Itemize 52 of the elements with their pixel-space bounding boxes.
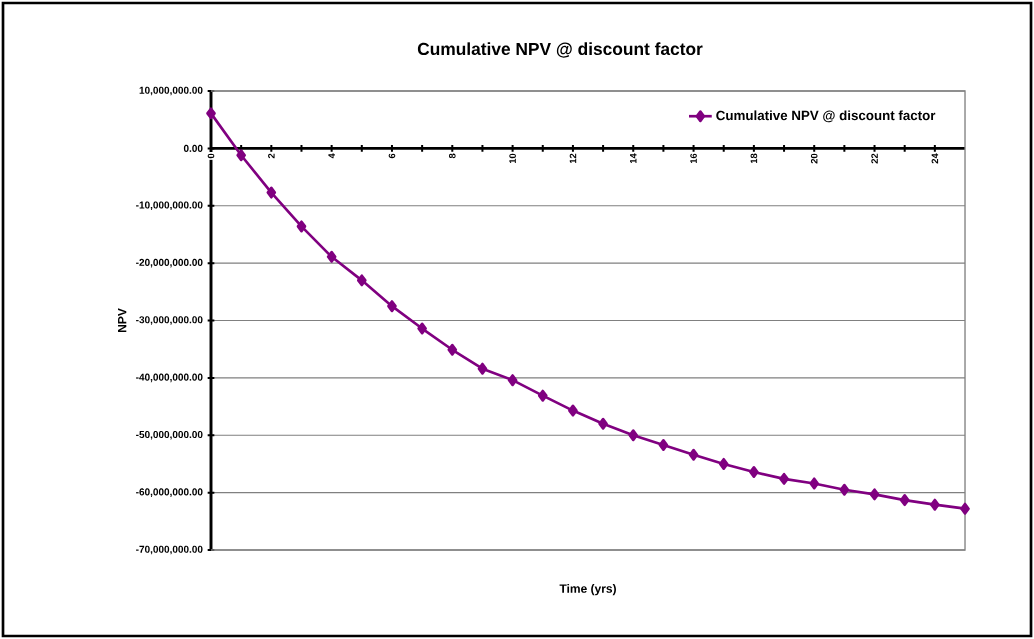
x-tick-label: 4: [328, 153, 335, 159]
y-tick-label: -30,000,000.00: [136, 316, 203, 325]
y-tick-label: -20,000,000.00: [136, 258, 203, 268]
point: [598, 417, 608, 430]
x-tick-label: 10: [509, 153, 516, 164]
point: [899, 494, 910, 507]
point: [356, 274, 367, 287]
x-tick-label: 22: [871, 153, 878, 164]
point: [839, 483, 850, 496]
y-tick-label: -60,000,000.00: [136, 488, 203, 497]
y-tick-label: 0.00: [183, 144, 203, 152]
x-tick-label: 12: [569, 153, 577, 164]
x-axis-title: Time (yrs): [559, 584, 616, 596]
point: [447, 343, 458, 356]
y-tick-label: -40,000,000.00: [136, 373, 203, 383]
point: [206, 107, 216, 120]
x-tick-label: 8: [449, 153, 456, 159]
x-tick-label: 24: [931, 153, 939, 164]
point: [749, 465, 759, 478]
point: [779, 472, 789, 485]
point: [296, 220, 307, 233]
point: [688, 448, 699, 461]
point: [809, 477, 820, 490]
x-tick-label: 6: [388, 153, 396, 159]
y-tick-label: -70,000,000.00: [136, 545, 203, 555]
y-tick-label: 10,000,000.00: [139, 86, 203, 96]
y-tick-label: -10,000,000.00: [136, 201, 203, 211]
point: [507, 374, 518, 387]
point: [628, 429, 639, 442]
legend-label: Cumulative NPV @ discount factor: [716, 110, 936, 123]
point: [658, 439, 669, 452]
x-tick-label: 16: [690, 153, 697, 164]
x-tick-label: 18: [750, 153, 758, 164]
x-tick-label: 20: [810, 153, 818, 164]
x-tick-label: 2: [268, 153, 275, 159]
point: [477, 362, 488, 375]
point: [387, 300, 397, 313]
y-axis-title: NPV: [118, 308, 127, 333]
point: [537, 389, 548, 402]
point: [869, 488, 880, 501]
point: [568, 404, 578, 417]
point: [960, 502, 970, 515]
point: [236, 149, 247, 162]
point: [718, 457, 729, 470]
chart-title: Cumulative NPV @ discount factor: [417, 42, 703, 58]
x-tick-label: 0: [207, 153, 215, 159]
point: [326, 250, 337, 263]
point: [417, 322, 427, 335]
point: [930, 498, 940, 511]
x-tick-label: 14: [630, 153, 637, 164]
point: [266, 186, 277, 199]
y-tick-label: -50,000,000.00: [136, 430, 203, 440]
